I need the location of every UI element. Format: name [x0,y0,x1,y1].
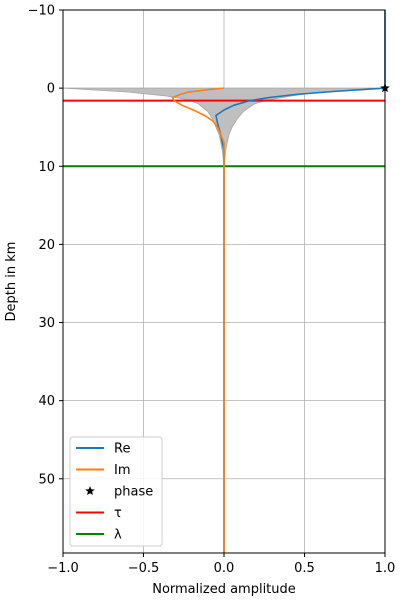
legend-label-0: Re [114,442,130,457]
y-tick-label-1: 0 [47,82,55,97]
legend-label-3: τ [114,506,122,521]
series-line-1 [171,87,225,553]
y-axis-ticks: −10 0 10 20 30 40 50 [28,4,63,487]
x-axis-ticks: −1.0 −0.5 0.0 0.5 1.0 [47,553,395,576]
y-tick-label-3: 20 [38,238,55,253]
legend-box [69,436,163,547]
x-tick-label-3: 0.5 [294,561,315,576]
legend-label-4: λ [114,528,122,543]
legend: Re Im phase τλ [69,436,163,547]
x-tick-label-1: −0.5 [128,561,160,576]
x-axis-label: Normalized amplitude [152,582,296,597]
y-axis-label: Depth in km [4,242,19,322]
y-tick-label-2: 10 [38,160,55,175]
x-tick-label-2: 0.0 [214,561,235,576]
legend-swatch-2 [85,486,95,496]
legend-label-1: Im [114,463,131,478]
legend-label-2: phase [114,485,153,500]
y-tick-label-6: 50 [38,472,55,487]
y-tick-label-4: 30 [38,316,55,331]
y-tick-label-0: −10 [28,4,55,19]
x-tick-label-4: 1.0 [375,561,396,576]
y-tick-label-5: 40 [38,394,55,409]
legend-entries: Re Im phase τλ [76,442,153,543]
x-tick-label-0: −1.0 [47,561,79,576]
